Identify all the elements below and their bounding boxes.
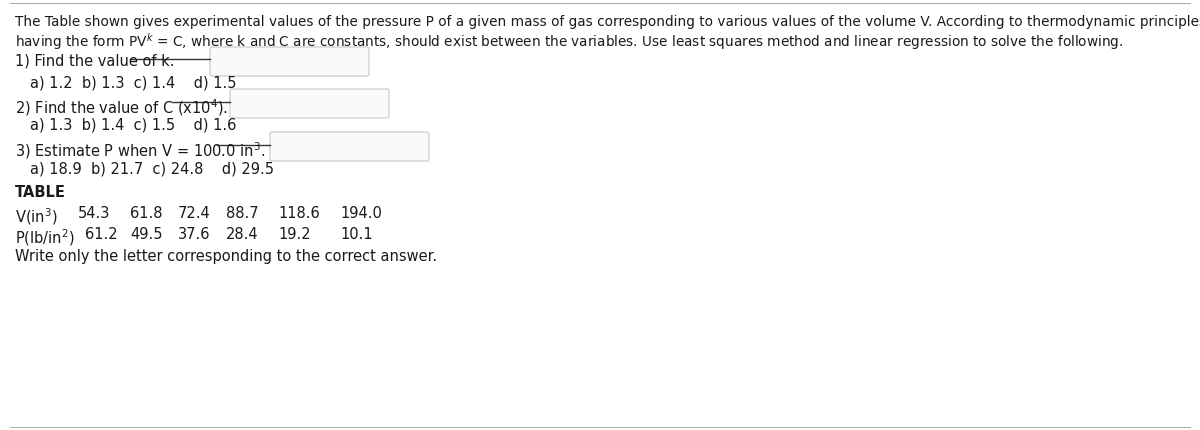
Text: 3) Estimate P when V = 100.0 in$^3$.: 3) Estimate P when V = 100.0 in$^3$.: [14, 140, 265, 161]
Text: 37.6: 37.6: [178, 227, 210, 242]
Text: 118.6: 118.6: [278, 206, 319, 221]
Text: 54.3: 54.3: [78, 206, 110, 221]
FancyBboxPatch shape: [210, 47, 370, 76]
Text: 88.7: 88.7: [226, 206, 259, 221]
Text: 28.4: 28.4: [226, 227, 259, 242]
Text: 2) Find the value of C (x10$^4$).: 2) Find the value of C (x10$^4$).: [14, 97, 228, 118]
Text: 49.5: 49.5: [130, 227, 162, 242]
Text: 19.2: 19.2: [278, 227, 311, 242]
FancyBboxPatch shape: [270, 132, 430, 161]
Text: TABLE: TABLE: [14, 185, 66, 200]
Text: V(in$^3$): V(in$^3$): [14, 206, 58, 227]
Text: a) 18.9  b) 21.7  c) 24.8    d) 29.5: a) 18.9 b) 21.7 c) 24.8 d) 29.5: [30, 162, 274, 177]
Text: 194.0: 194.0: [340, 206, 382, 221]
Text: a) 1.3  b) 1.4  c) 1.5    d) 1.6: a) 1.3 b) 1.4 c) 1.5 d) 1.6: [30, 118, 236, 133]
FancyBboxPatch shape: [230, 89, 389, 118]
Text: Write only the letter corresponding to the correct answer.: Write only the letter corresponding to t…: [14, 249, 437, 264]
Text: P(lb/in$^2$): P(lb/in$^2$): [14, 227, 74, 248]
Text: 10.1: 10.1: [340, 227, 373, 242]
Text: The Table shown gives experimental values of the pressure P of a given mass of g: The Table shown gives experimental value…: [14, 15, 1200, 29]
Text: 1) Find the value of k.: 1) Find the value of k.: [14, 54, 174, 69]
Text: 61.2: 61.2: [85, 227, 118, 242]
Text: 61.8: 61.8: [130, 206, 162, 221]
Text: 72.4: 72.4: [178, 206, 211, 221]
Text: having the form PV$^k$ = C, where k and C are constants, should exist between th: having the form PV$^k$ = C, where k and …: [14, 31, 1123, 52]
Text: a) 1.2  b) 1.3  c) 1.4    d) 1.5: a) 1.2 b) 1.3 c) 1.4 d) 1.5: [30, 75, 236, 90]
